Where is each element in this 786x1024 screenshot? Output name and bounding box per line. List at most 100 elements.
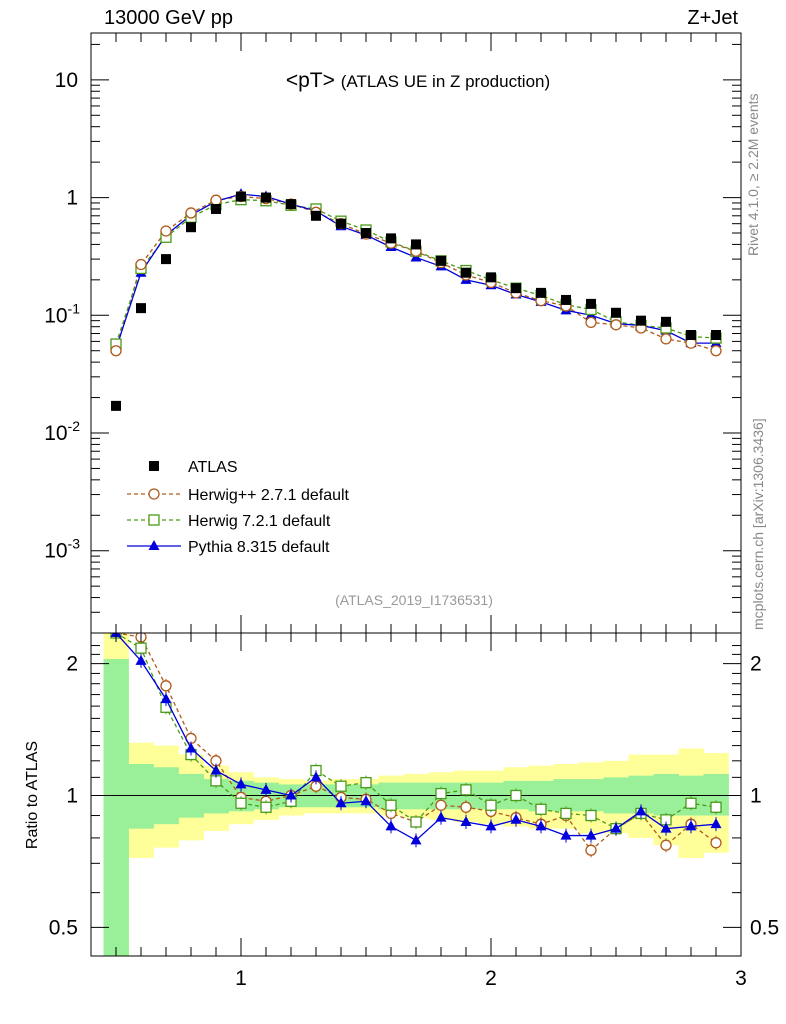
ratio-point-pythia-8-315-default: [535, 820, 547, 831]
ratio-point-pythia-8-315-default: [510, 813, 522, 824]
x-tick-label: 3: [735, 967, 747, 990]
point-herwig-2-7-1-default: [135, 258, 147, 271]
ratio-point-herwig-7-2-1-default: [385, 799, 397, 811]
point-herwig-2-7-1-default: [710, 345, 722, 357]
legend-marker: [149, 461, 159, 471]
point-atlas: [436, 255, 446, 266]
point-atlas: [111, 400, 121, 411]
ratio-point-pythia-8-315-default: [210, 764, 222, 775]
ratio-point-pythia-8-315-default: [360, 795, 372, 806]
ratio-point-herwig-7-2-1-default: [460, 784, 472, 796]
ratio-point-pythia-8-315-default: [160, 693, 172, 704]
y-tick-label: 10-3: [44, 536, 80, 563]
legend-item-herwig-7-2-1-default: Herwig 7.2.1 default: [127, 513, 331, 530]
legend-marker: [148, 540, 160, 550]
point-herwig-2-7-1-default: [610, 319, 622, 331]
ratio-point-pythia-8-315-default: [235, 778, 247, 789]
ratio-point-herwig-7-2-1-default: [535, 803, 547, 815]
ratio-y-tick-label-right: 2: [750, 653, 762, 676]
ratio-point-herwig-7-2-1-default: [585, 809, 597, 822]
point-atlas: [636, 315, 646, 326]
ratio-y-tick-label-right: 0.5: [750, 916, 779, 939]
point-atlas: [211, 203, 221, 214]
point-atlas: [386, 233, 396, 244]
point-herwig-2-7-1-default: [210, 194, 222, 206]
point-atlas: [586, 298, 596, 309]
legend-marker: [148, 514, 160, 526]
ratio-point-pythia-8-315-default: [135, 654, 147, 665]
ratio-point-pythia-8-315-default: [560, 829, 572, 840]
point-atlas: [236, 191, 246, 202]
ratio-point-herwig-2-7-1-default: [660, 839, 672, 851]
ratio-y-tick-label-left: 2: [66, 653, 78, 676]
ratio-point-herwig-7-2-1-default: [510, 789, 522, 802]
legend-label: ATLAS: [188, 459, 238, 476]
ratio-band-inner: [103, 658, 129, 956]
ratio-y-tick-label-left: 0.5: [49, 916, 78, 939]
point-herwig-2-7-1-default: [185, 207, 197, 219]
legend-label: Pythia 8.315 default: [188, 539, 330, 556]
ratio-point-pythia-8-315-default: [685, 820, 697, 831]
ratio-point-herwig-7-2-1-default: [135, 642, 147, 654]
ratio-point-herwig-7-2-1-default: [260, 801, 272, 813]
legend-marker: [148, 488, 160, 500]
y-tick-label: 10: [55, 69, 78, 92]
x-tick-label: 1: [235, 967, 247, 990]
ratio-point-pythia-8-315-default: [710, 818, 722, 829]
point-herwig-2-7-1-default: [660, 333, 672, 345]
point-atlas: [361, 228, 371, 238]
ratio-y-axis-label: Ratio to ATLAS: [24, 741, 41, 849]
ratio-point-pythia-8-315-default: [410, 834, 422, 845]
ratio-point-herwig-2-7-1-default: [460, 801, 472, 813]
y-tick-label: 10-2: [44, 418, 80, 445]
ratio-point-pythia-8-315-default: [335, 797, 347, 808]
point-atlas: [486, 272, 496, 283]
ratio-point-herwig-7-2-1-default: [435, 787, 447, 800]
point-atlas: [336, 218, 346, 229]
ratio-y-tick-label-left: 1: [66, 784, 78, 807]
ratio-point-pythia-8-315-default: [660, 822, 672, 833]
point-atlas: [611, 307, 621, 318]
ratio-point-pythia-8-315-default: [435, 811, 447, 822]
point-atlas: [136, 303, 146, 314]
ratio-point-pythia-8-315-default: [635, 805, 647, 816]
ratio-point-pythia-8-315-default: [285, 789, 297, 800]
ratio-point-herwig-2-7-1-default: [435, 799, 447, 811]
point-atlas: [661, 316, 671, 327]
point-herwig-2-7-1-default: [160, 225, 172, 237]
ratio-point-herwig-7-2-1-default: [335, 780, 347, 792]
ratio-point-pythia-8-315-default: [485, 820, 497, 831]
legend-item-pythia-8-315-default: Pythia 8.315 default: [127, 539, 330, 556]
point-atlas: [186, 222, 196, 233]
point-atlas: [561, 294, 571, 305]
ratio-band-inner: [128, 764, 154, 829]
ratio-point-herwig-7-2-1-default: [235, 797, 247, 809]
legend-item-atlas: ATLAS: [149, 459, 238, 476]
point-atlas: [411, 239, 421, 250]
header-right-label: Z+Jet: [687, 7, 738, 29]
ratio-plot-area: [91, 633, 741, 956]
ratio-point-pythia-8-315-default: [585, 829, 597, 840]
ratio-point-pythia-8-315-default: [185, 742, 197, 753]
analysis-id-label: (ATLAS_2019_I1736531): [335, 592, 493, 608]
ratio-point-herwig-7-2-1-default: [360, 776, 372, 789]
point-atlas: [686, 329, 696, 340]
legend-label: Herwig 7.2.1 default: [188, 513, 331, 530]
ratio-y-tick-label-right: 1: [750, 784, 762, 807]
header-left-label: 13000 GeV pp: [104, 7, 233, 29]
ratio-point-pythia-8-315-default: [310, 771, 322, 782]
plot-title: <pT> (ATLAS UE in Z production): [286, 69, 550, 92]
ratio-point-herwig-7-2-1-default: [685, 797, 697, 809]
point-herwig-2-7-1-default: [585, 316, 597, 329]
point-herwig-2-7-1-default: [110, 345, 122, 357]
x-tick-label: 2: [485, 967, 497, 990]
ratio-point-pythia-8-315-default: [385, 820, 397, 831]
ratio-point-herwig-2-7-1-default: [160, 680, 172, 692]
legend-label: Herwig++ 2.7.1 default: [188, 487, 350, 504]
main-plot-area: [110, 188, 722, 411]
ratio-point-herwig-2-7-1-default: [710, 837, 722, 849]
ratio-point-herwig-2-7-1-default: [585, 844, 597, 856]
ratio-point-pythia-8-315-default: [460, 815, 472, 826]
line-herwig-2-7-1-default: [115, 195, 717, 352]
